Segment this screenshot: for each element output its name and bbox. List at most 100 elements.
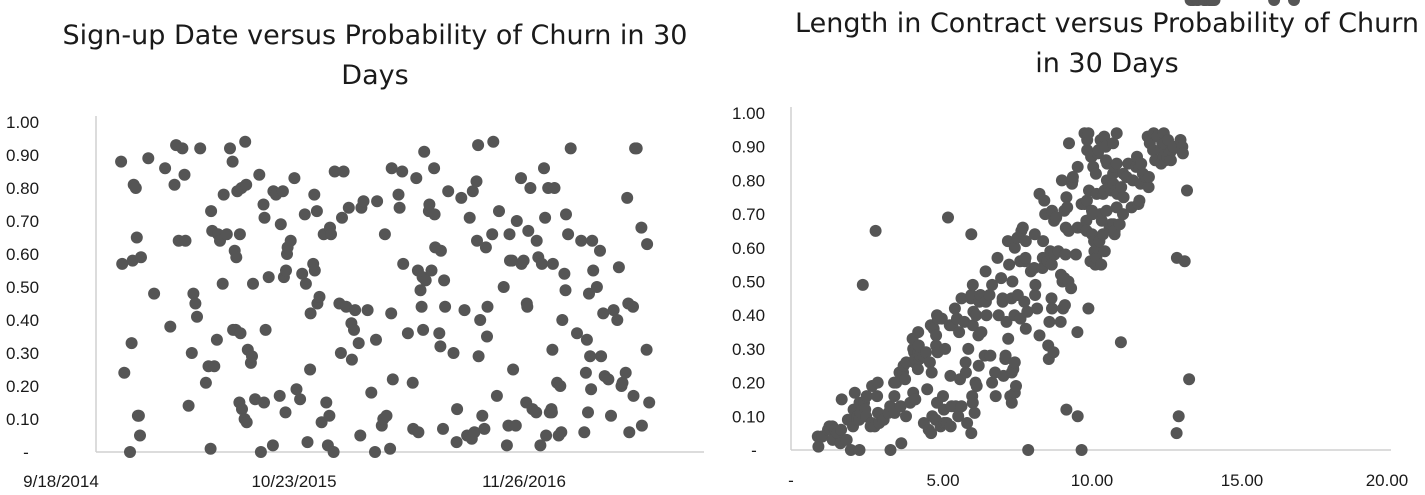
data-point [434, 340, 447, 353]
data-point [911, 363, 924, 376]
data-point [246, 350, 258, 363]
data-point [142, 152, 155, 165]
y-tick-label: 1.00 [732, 104, 765, 123]
data-point [384, 442, 397, 455]
data-point [1172, 410, 1185, 423]
data-point [961, 417, 974, 429]
data-point [953, 326, 966, 339]
data-point [1071, 160, 1084, 173]
data-point [1029, 289, 1042, 301]
data-point [1033, 329, 1046, 342]
data-point [612, 261, 625, 274]
scatter-plot-signup-date: 1.00 0.90 0.80 0.70 0.60 0.50 0.40 0.30 0.20 0.10… [6, 113, 704, 491]
data-point [450, 436, 463, 449]
data-point [506, 254, 519, 267]
data-point [1063, 137, 1075, 150]
y-tick-label: - [23, 443, 29, 462]
data-point [986, 278, 999, 291]
data-point [1008, 241, 1021, 254]
data-point [423, 198, 436, 211]
data-point [895, 437, 908, 450]
data-point [370, 333, 382, 346]
y-tick-label: 0.40 [6, 311, 39, 330]
data-point [323, 409, 336, 422]
data-point [948, 302, 961, 315]
data-point [999, 349, 1012, 362]
y-tick-label: 0.80 [6, 179, 39, 198]
data-point [168, 178, 181, 191]
data-point [540, 429, 553, 442]
data-point [148, 287, 161, 300]
data-point [471, 234, 483, 247]
data-point [273, 389, 286, 402]
data-point [980, 309, 993, 322]
data-point [627, 300, 639, 313]
data-point [594, 244, 606, 257]
data-point [1135, 157, 1148, 170]
data-point [325, 228, 337, 241]
data-point [583, 287, 595, 300]
data-point [939, 342, 952, 355]
y-tick-label: 0.50 [732, 273, 765, 292]
data-point [605, 409, 617, 422]
y-tick-label: 0.30 [732, 340, 765, 359]
data-point [226, 155, 239, 168]
data-point [871, 390, 884, 403]
data-point [296, 267, 309, 280]
data-point [129, 182, 142, 194]
data-point [812, 440, 825, 453]
data-point [1142, 181, 1155, 194]
data-point [884, 444, 897, 456]
data-point [386, 373, 399, 386]
data-point [965, 427, 978, 440]
data-point [1059, 248, 1072, 261]
data-point [611, 314, 624, 326]
data-point [1028, 228, 1041, 241]
data-point [515, 172, 527, 185]
data-point [1095, 258, 1108, 271]
data-point [623, 426, 636, 439]
data-point [233, 228, 246, 241]
data-point [451, 403, 464, 416]
data-point [509, 419, 522, 432]
data-point [371, 195, 384, 208]
data-point [530, 234, 543, 247]
data-point [414, 284, 427, 297]
data-point [579, 366, 592, 379]
data-point [560, 208, 572, 221]
data-point [888, 390, 901, 403]
data-point [1050, 211, 1063, 224]
data-point [439, 300, 452, 313]
data-point [1117, 191, 1130, 204]
y-tick-label: 0.10 [732, 407, 765, 426]
data-point [935, 312, 948, 325]
data-point [1038, 194, 1051, 207]
data-point [125, 337, 138, 350]
data-point [1107, 137, 1120, 150]
data-point [466, 185, 479, 198]
data-point [479, 241, 492, 254]
data-point [530, 406, 543, 419]
data-point [575, 234, 588, 247]
data-point [1082, 127, 1095, 140]
data-point [290, 383, 303, 396]
data-point [1019, 322, 1032, 335]
data-point [349, 304, 362, 317]
data-point [159, 162, 172, 175]
data-point [434, 244, 447, 257]
data-point [1071, 326, 1084, 339]
y-tick-label: 0.60 [732, 239, 765, 258]
x-tick-label: 10.00 [1071, 471, 1114, 490]
data-point [1065, 282, 1078, 295]
scatter-plot-contract-length: 1.00 0.90 0.80 0.70 0.60 0.50 0.40 0.30 0.20 0.10… [732, 0, 1408, 490]
data-point [507, 363, 520, 376]
data-point [234, 327, 247, 340]
data-point [210, 333, 223, 346]
data-point [558, 267, 571, 280]
data-point [630, 142, 643, 155]
data-point [955, 400, 968, 413]
data-point [342, 201, 355, 214]
data-point [470, 175, 483, 188]
data-point [1080, 194, 1093, 207]
data-point [1006, 275, 1019, 288]
